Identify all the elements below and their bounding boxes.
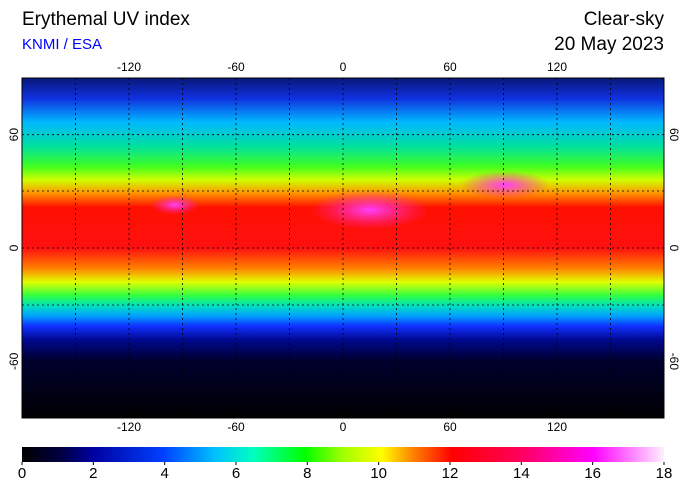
source: KNMI / ESA <box>22 36 102 53</box>
lon-tick-label: -120 <box>117 420 141 434</box>
colorbar-tick-label: 18 <box>656 465 673 482</box>
lat-tick-label: 0 <box>7 244 21 251</box>
lon-tick-label: -60 <box>227 60 245 74</box>
lon-tick-label: 0 <box>340 420 347 434</box>
colorbar-tick-label: 8 <box>303 465 311 482</box>
lon-tick-label: 120 <box>547 420 567 434</box>
colorbar-tick-label: 4 <box>160 465 168 482</box>
lat-tick-label: 60 <box>667 128 681 142</box>
lon-tick-label: -120 <box>117 60 141 74</box>
date: 20 May 2023 <box>554 34 664 55</box>
lat-tick-label: 0 <box>667 245 681 252</box>
hotspot <box>310 190 430 230</box>
colorbar-tick-label: 6 <box>232 465 240 482</box>
lon-tick-label: 60 <box>443 60 457 74</box>
lat-tick-label: -60 <box>7 352 21 370</box>
colorbar-tick-label: 14 <box>513 465 530 482</box>
hotspot <box>150 195 200 215</box>
lon-tick-label: 0 <box>340 60 347 74</box>
lat-tick-label: 60 <box>7 128 21 142</box>
lon-tick-label: 60 <box>443 420 457 434</box>
condition: Clear-sky <box>584 9 665 30</box>
colorbar-tick-label: 16 <box>584 465 601 482</box>
colorbar-tick-label: 10 <box>370 465 387 482</box>
lon-tick-label: -60 <box>227 420 245 434</box>
colorbar-tick-label: 2 <box>89 465 97 482</box>
lon-tick-label: 120 <box>547 60 567 74</box>
colorbar-tick-label: 12 <box>442 465 459 482</box>
colorbar-tick-label: 0 <box>18 465 26 482</box>
hotspot <box>460 171 550 199</box>
colorbar <box>22 447 664 462</box>
lat-tick-label: -60 <box>667 353 681 371</box>
title: Erythemal UV index <box>22 9 190 30</box>
